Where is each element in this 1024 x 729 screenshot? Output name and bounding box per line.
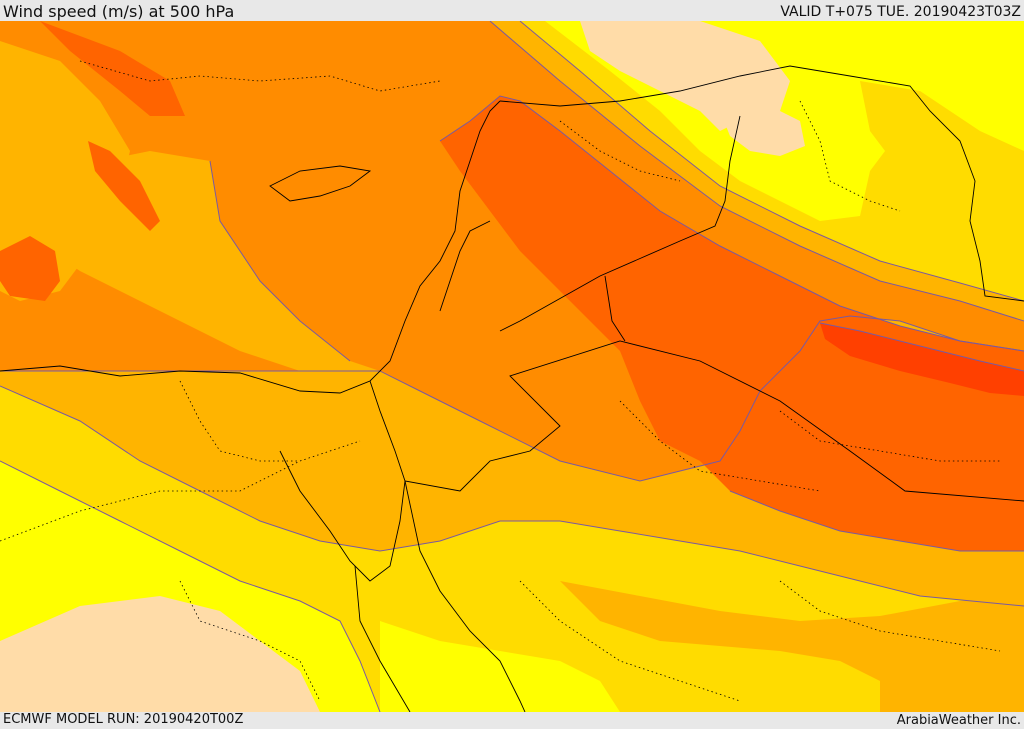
wind-band-level-2-south-mid [380, 621, 620, 712]
map-canvas [0, 21, 1024, 712]
wind-band-level-6-streak-crete [88, 141, 160, 231]
wind-band-level-6-streak-west [40, 21, 185, 116]
coastline [279, 450, 406, 582]
province-boundary [799, 100, 901, 212]
wind-band-level-1-southwest [0, 596, 320, 712]
contour-line [489, 21, 1024, 322]
province-boundary [179, 380, 300, 462]
contour-line [209, 160, 351, 362]
border-line [499, 115, 741, 332]
wind-speed-map [0, 21, 1024, 712]
contour-line [819, 322, 1024, 372]
border-line [354, 565, 411, 712]
contour-line [0, 460, 381, 712]
border-line [604, 275, 626, 342]
province-boundary [79, 60, 441, 92]
wind-band-level-1-ne [580, 21, 790, 131]
wind-band-level-6-streak-balkan [0, 236, 60, 301]
wind-band-level-6-jet [440, 96, 1024, 551]
model-run-label: ECMWF MODEL RUN: 20190420T00Z [3, 712, 244, 727]
province-boundary [779, 580, 1001, 652]
wind-band-level-4-patch-lake [220, 306, 290, 341]
contour-line [519, 21, 1024, 302]
contour-line [0, 315, 1024, 482]
credit-label: ArabiaWeather Inc. [896, 713, 1021, 728]
border-line [369, 340, 1024, 502]
coastline [269, 165, 372, 202]
map-title: Wind speed (m/s) at 500 hPa [3, 2, 235, 21]
border-line [499, 65, 1024, 302]
province-boundary [0, 440, 361, 542]
country-borders [0, 65, 1024, 712]
coastline [0, 100, 501, 394]
valid-time-label: VALID T+075 TUE. 20190423T03Z [780, 4, 1021, 20]
wind-band-level-5-jet-edge [500, 301, 550, 361]
border-line [439, 220, 491, 312]
wind-band-level-4-southeast [560, 581, 1024, 712]
footer-bar: ECMWF MODEL RUN: 20190420T00Z ArabiaWeat… [0, 712, 1024, 729]
coastline [404, 480, 526, 712]
contour-line [729, 490, 1024, 552]
wind-band-level-1-ne-2 [720, 106, 805, 156]
title-bar: Wind speed (m/s) at 500 hPa VALID T+075 … [0, 0, 1024, 22]
province-boundaries [0, 60, 1001, 702]
contour-line [0, 385, 1024, 607]
province-boundary [559, 120, 681, 182]
contour-lines [0, 21, 1024, 712]
contour-line [439, 95, 1024, 352]
province-boundary [179, 580, 321, 702]
wind-band-level-3-ne-patch [860, 81, 1024, 281]
wind-band-level-7-jet-core [820, 323, 1024, 396]
